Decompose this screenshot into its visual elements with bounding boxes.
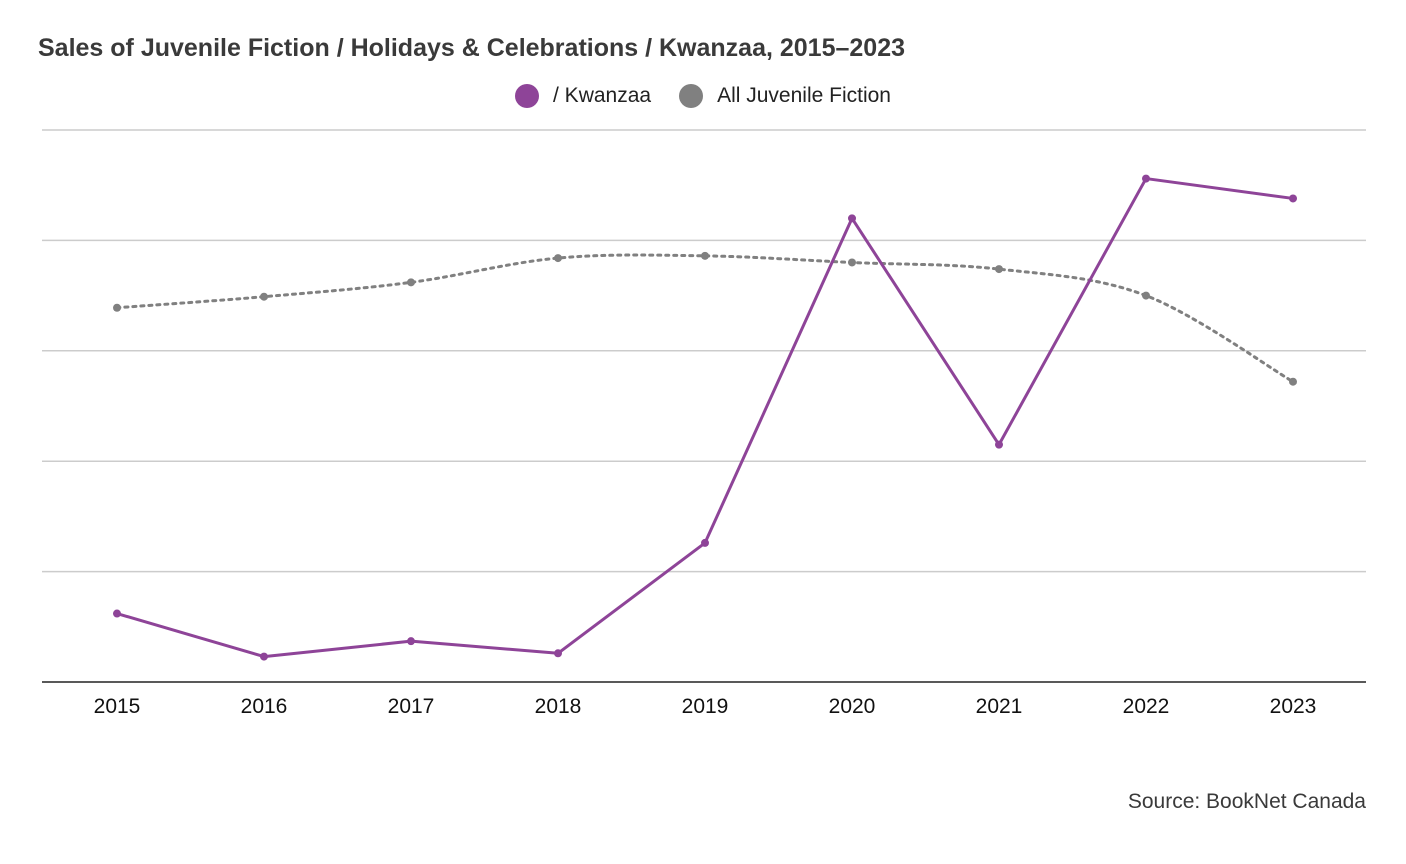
legend-marker-all-juvenile-fiction	[679, 84, 704, 108]
x-tick-label: 2016	[241, 695, 288, 718]
data-point-all-juvenile-fiction	[848, 258, 856, 267]
x-tick-label: 2021	[976, 695, 1023, 718]
data-point-all-juvenile-fiction	[554, 254, 562, 263]
legend-item-kwanzaa: / Kwanzaa	[515, 84, 651, 108]
x-tick-label: 2023	[1270, 695, 1317, 718]
data-point-all-juvenile-fiction	[701, 251, 709, 260]
legend-label-kwanzaa: / Kwanzaa	[553, 84, 652, 107]
data-point-kwanzaa	[554, 649, 562, 658]
data-point-all-juvenile-fiction	[260, 292, 268, 301]
x-tick-label: 2020	[829, 695, 876, 718]
series-line-kwanzaa	[116, 177, 1294, 659]
x-tick-label: 2017	[388, 695, 435, 718]
x-tick-label: 2018	[535, 695, 582, 718]
x-axis: 2015 2016 2017 2018 2019 2020 2021 2022 2023	[42, 681, 1366, 718]
data-point-kwanzaa	[701, 538, 709, 547]
data-point-all-juvenile-fiction	[1142, 291, 1150, 300]
data-point-all-juvenile-fiction	[995, 265, 1003, 274]
legend-marker-kwanzaa	[515, 84, 540, 108]
legend-label-all-juvenile-fiction: All Juvenile Fiction	[717, 84, 891, 107]
data-point-kwanzaa	[995, 440, 1003, 449]
gridlines	[42, 129, 1366, 573]
data-point-all-juvenile-fiction	[407, 278, 415, 287]
legend: / Kwanzaa All Juvenile Fiction	[0, 84, 1406, 108]
data-point-kwanzaa	[1142, 174, 1150, 183]
data-point-kwanzaa	[848, 214, 856, 223]
data-point-all-juvenile-fiction	[113, 303, 121, 312]
x-tick-label: 2015	[94, 695, 141, 718]
data-point-kwanzaa	[407, 637, 415, 646]
data-point-kwanzaa	[260, 652, 268, 661]
series-lines	[113, 174, 1297, 661]
data-point-kwanzaa	[113, 609, 121, 618]
legend-item-all-juvenile-fiction: All Juvenile Fiction	[679, 84, 891, 108]
x-tick-label: 2019	[682, 695, 729, 718]
series-line-all-juvenile-fiction	[115, 253, 1295, 384]
chart-title: Sales of Juvenile Fiction / Holidays & C…	[38, 34, 906, 62]
source-note: Source: BookNet Canada	[1127, 790, 1366, 813]
x-tick-label: 2022	[1123, 695, 1170, 718]
data-point-all-juvenile-fiction	[1289, 377, 1297, 386]
data-point-kwanzaa	[1289, 194, 1297, 203]
